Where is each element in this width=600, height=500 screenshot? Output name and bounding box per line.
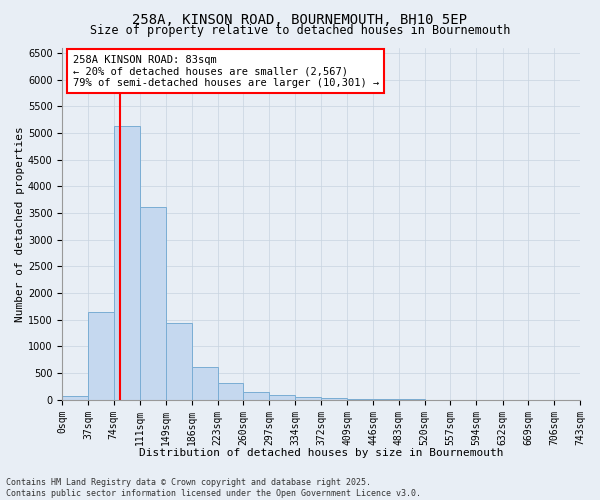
Bar bbox=[244, 392, 269, 400]
Bar bbox=[347, 399, 373, 400]
Bar bbox=[114, 126, 140, 400]
Bar bbox=[269, 395, 295, 400]
Bar bbox=[140, 206, 166, 400]
Bar bbox=[373, 399, 399, 400]
Text: Size of property relative to detached houses in Bournemouth: Size of property relative to detached ho… bbox=[90, 24, 510, 37]
Bar bbox=[322, 398, 347, 400]
Text: 258A KINSON ROAD: 83sqm
← 20% of detached houses are smaller (2,567)
79% of semi: 258A KINSON ROAD: 83sqm ← 20% of detache… bbox=[73, 54, 379, 88]
Bar bbox=[88, 312, 114, 400]
Y-axis label: Number of detached properties: Number of detached properties bbox=[15, 126, 25, 322]
Bar bbox=[218, 383, 244, 400]
Bar bbox=[62, 396, 88, 400]
Bar bbox=[166, 324, 192, 400]
Bar bbox=[295, 397, 322, 400]
Bar bbox=[192, 366, 218, 400]
Text: 258A, KINSON ROAD, BOURNEMOUTH, BH10 5EP: 258A, KINSON ROAD, BOURNEMOUTH, BH10 5EP bbox=[133, 12, 467, 26]
Text: Contains HM Land Registry data © Crown copyright and database right 2025.
Contai: Contains HM Land Registry data © Crown c… bbox=[6, 478, 421, 498]
X-axis label: Distribution of detached houses by size in Bournemouth: Distribution of detached houses by size … bbox=[139, 448, 503, 458]
